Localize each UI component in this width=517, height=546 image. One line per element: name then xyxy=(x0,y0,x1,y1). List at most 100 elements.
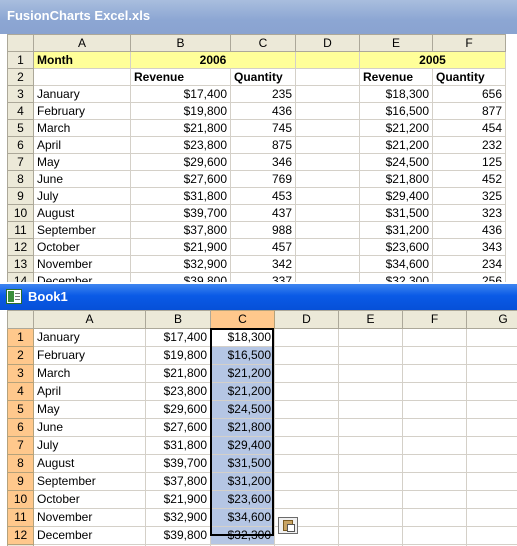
cell[interactable] xyxy=(274,400,339,419)
cell[interactable] xyxy=(338,472,403,491)
cell-quantity-2006[interactable]: 745 xyxy=(230,119,296,137)
cell-col-c-selected[interactable]: $34,600 xyxy=(210,508,275,527)
cell[interactable] xyxy=(33,68,131,86)
column-header-b[interactable]: B xyxy=(130,34,231,52)
cell-quantity-2006[interactable]: 769 xyxy=(230,170,296,188)
cell[interactable] xyxy=(295,153,360,171)
cell[interactable] xyxy=(338,508,403,527)
cell-revenue-2005[interactable]: $34,600 xyxy=(359,255,433,273)
cell-month[interactable]: October xyxy=(33,238,131,256)
cell-quantity-2005[interactable]: 452 xyxy=(432,170,506,188)
cell-month[interactable]: March xyxy=(33,364,146,383)
cell[interactable] xyxy=(402,400,467,419)
spreadsheet-grid-1[interactable]: A B C D E F 1 Month 2006 2005 2 Revenue … xyxy=(7,34,506,282)
cell-month[interactable]: June xyxy=(33,170,131,188)
cell-col-b[interactable]: $39,800 xyxy=(145,526,211,545)
cell-revenue-2005[interactable]: $21,200 xyxy=(359,136,433,154)
cell[interactable] xyxy=(466,508,517,527)
cell[interactable] xyxy=(338,454,403,473)
row-header[interactable]: 4 xyxy=(7,382,34,401)
cell[interactable] xyxy=(402,328,467,347)
cell-quantity-2005[interactable]: 323 xyxy=(432,204,506,222)
row-header[interactable]: 10 xyxy=(7,204,34,222)
cell[interactable] xyxy=(402,526,467,545)
cell-col-c-selected[interactable]: $21,800 xyxy=(210,418,275,437)
cell[interactable] xyxy=(402,382,467,401)
cell[interactable] xyxy=(338,526,403,545)
cell-month[interactable]: July xyxy=(33,187,131,205)
cell-month[interactable]: November xyxy=(33,508,146,527)
cell-month[interactable]: December xyxy=(33,272,131,282)
column-header-e[interactable]: E xyxy=(338,310,403,329)
cell[interactable] xyxy=(295,255,360,273)
cell-quantity-2005[interactable]: 234 xyxy=(432,255,506,273)
cell[interactable] xyxy=(338,382,403,401)
cell[interactable] xyxy=(274,382,339,401)
cell[interactable] xyxy=(402,490,467,509)
row-header[interactable]: 12 xyxy=(7,238,34,256)
row-header[interactable]: 7 xyxy=(7,436,34,455)
cell-quantity-2006[interactable]: 346 xyxy=(230,153,296,171)
cell-quantity-2005[interactable]: 656 xyxy=(432,85,506,103)
cell[interactable] xyxy=(402,472,467,491)
cell[interactable] xyxy=(338,418,403,437)
cell[interactable] xyxy=(295,102,360,120)
cell-quantity-2006-header[interactable]: Quantity xyxy=(230,68,296,86)
cell-revenue-2006[interactable]: $23,800 xyxy=(130,136,231,154)
cell-quantity-2006[interactable]: 453 xyxy=(230,187,296,205)
cell-col-b[interactable]: $39,700 xyxy=(145,454,211,473)
cell[interactable] xyxy=(402,454,467,473)
cell-quantity-2006[interactable]: 235 xyxy=(230,85,296,103)
cell-col-c-selected[interactable]: $21,200 xyxy=(210,364,275,383)
cell-month[interactable]: April xyxy=(33,136,131,154)
cell-month[interactable]: October xyxy=(33,490,146,509)
cell[interactable] xyxy=(402,418,467,437)
cell[interactable] xyxy=(466,382,517,401)
cell-revenue-2006[interactable]: $21,800 xyxy=(130,119,231,137)
row-header[interactable]: 5 xyxy=(7,400,34,419)
cell-month[interactable]: December xyxy=(33,526,146,545)
cell-month[interactable]: August xyxy=(33,204,131,222)
column-header-c[interactable]: C xyxy=(230,34,296,52)
cell-month[interactable]: March xyxy=(33,119,131,137)
window-titlebar-book1[interactable]: Book1 xyxy=(0,284,517,310)
row-header[interactable]: 9 xyxy=(7,472,34,491)
cell[interactable] xyxy=(466,328,517,347)
cell[interactable] xyxy=(402,346,467,365)
cell[interactable] xyxy=(295,119,360,137)
cell-col-b[interactable]: $37,800 xyxy=(145,472,211,491)
column-header-a[interactable]: A xyxy=(33,310,146,329)
cell[interactable] xyxy=(295,68,360,86)
cell-col-c-selected[interactable]: $32,300 xyxy=(210,526,275,545)
cell-col-b[interactable]: $19,800 xyxy=(145,346,211,365)
cell-quantity-2005[interactable]: 436 xyxy=(432,221,506,239)
row-header[interactable]: 11 xyxy=(7,221,34,239)
column-header-a[interactable]: A xyxy=(33,34,131,52)
cell-month[interactable]: September xyxy=(33,221,131,239)
cell-col-b[interactable]: $17,400 xyxy=(145,328,211,347)
cell-quantity-2006[interactable]: 342 xyxy=(230,255,296,273)
cell-revenue-2006[interactable]: $31,800 xyxy=(130,187,231,205)
row-header[interactable]: 8 xyxy=(7,454,34,473)
cell[interactable] xyxy=(274,364,339,383)
cell-month[interactable]: May xyxy=(33,153,131,171)
cell-quantity-2005[interactable]: 454 xyxy=(432,119,506,137)
cell-month[interactable]: February xyxy=(33,346,146,365)
cell-revenue-2005[interactable]: $29,400 xyxy=(359,187,433,205)
cell-revenue-2005[interactable]: $24,500 xyxy=(359,153,433,171)
cell-month[interactable]: February xyxy=(33,102,131,120)
cell-quantity-2006[interactable]: 337 xyxy=(230,272,296,282)
cell-col-b[interactable]: $23,800 xyxy=(145,382,211,401)
cell-col-b[interactable]: $31,800 xyxy=(145,436,211,455)
cell[interactable] xyxy=(466,418,517,437)
cell[interactable] xyxy=(466,526,517,545)
cell-revenue-2006[interactable]: $27,600 xyxy=(130,170,231,188)
cell-revenue-2006[interactable]: $19,800 xyxy=(130,102,231,120)
cell-quantity-2006[interactable]: 437 xyxy=(230,204,296,222)
cell[interactable] xyxy=(466,400,517,419)
row-header[interactable]: 9 xyxy=(7,187,34,205)
cell-revenue-2006-header[interactable]: Revenue xyxy=(130,68,231,86)
row-header[interactable]: 1 xyxy=(7,51,34,69)
cell-year-2005[interactable]: 2005 xyxy=(359,51,506,69)
cell-month[interactable]: May xyxy=(33,400,146,419)
